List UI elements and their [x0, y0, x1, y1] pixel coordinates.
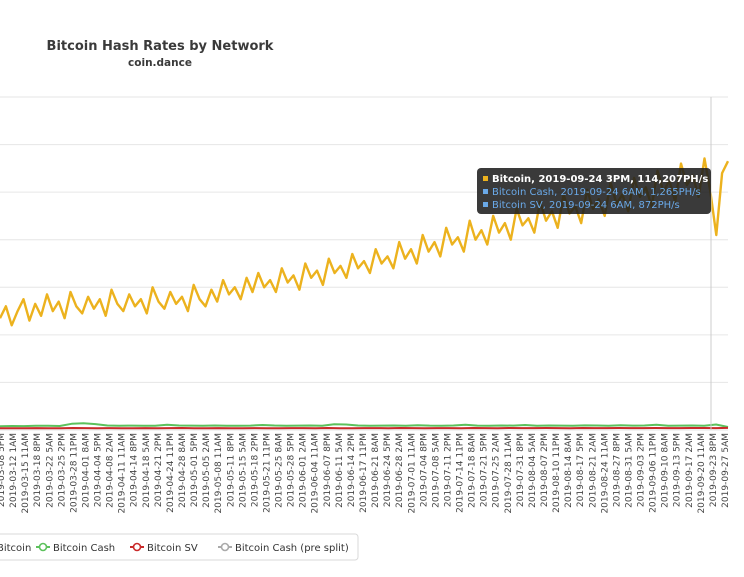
- x-tick-label: 2019-08-24 11AM: [600, 433, 610, 514]
- x-tick-label: 2019-05-08 11AM: [214, 433, 224, 514]
- x-tick-label: 2019-05-21 11PM: [263, 433, 273, 513]
- x-tick-label: 2019-09-20 11AM: [697, 433, 707, 514]
- x-tick-label: 2019-06-28 2AM: [395, 433, 405, 508]
- x-tick-label: 2019-07-28 11AM: [504, 433, 514, 514]
- chart-subtitle: coin.dance: [128, 57, 192, 69]
- x-tick-label: 2019-03-22 5AM: [45, 433, 55, 508]
- x-tick-label: 2019-09-10 8AM: [661, 433, 671, 508]
- legend-item[interactable]: Bitcoin: [0, 543, 31, 554]
- x-tick-label: 2019-03-08 5PM: [0, 433, 7, 507]
- x-tick-label: 2019-07-31 8PM: [516, 433, 526, 507]
- series-line-bitcoin-cash: [0, 422, 729, 428]
- legend-label: Bitcoin Cash (pre split): [235, 543, 349, 554]
- x-tick-label: 2019-06-01 2AM: [299, 433, 309, 508]
- legend-label: Bitcoin SV: [147, 543, 198, 554]
- x-tick-label: 2019-06-11 5AM: [335, 433, 345, 508]
- legend-label: Bitcoin Cash: [53, 543, 115, 554]
- x-tick-label: 2019-04-14 8PM: [130, 433, 140, 507]
- x-tick-label: 2019-07-04 8PM: [419, 433, 429, 507]
- x-tick-label: 2019-06-17 11PM: [359, 433, 369, 513]
- x-tick-label: 2019-05-05 2AM: [202, 433, 212, 508]
- tooltip: Bitcoin, 2019-09-24 3PM, 114,207PH/s Bitc…: [477, 168, 711, 214]
- x-tick-label: 2019-06-04 11AM: [311, 433, 321, 514]
- x-tick-label: 2019-06-24 5PM: [383, 433, 393, 507]
- x-tick-label: 2019-07-08 5AM: [431, 433, 441, 508]
- x-tick-label: 2019-08-07 2PM: [540, 433, 550, 507]
- x-tick-label: 2019-06-21 8AM: [371, 433, 381, 508]
- tooltip-line: Bitcoin Cash, 2019-09-24 6AM, 1,265PH/s: [492, 187, 701, 198]
- x-tick-label: 2019-05-01 5PM: [190, 433, 200, 507]
- legend-marker-icon: [38, 542, 48, 552]
- x-tick-label: 2019-08-21 2AM: [588, 433, 598, 508]
- legend-marker-icon: [132, 542, 142, 552]
- x-tick-label: 2019-03-25 2PM: [57, 433, 67, 507]
- grid-lines: [0, 96, 728, 431]
- x-tick-label: 2019-04-04 5PM: [94, 433, 104, 507]
- legend-item[interactable]: Bitcoin Cash (pre split): [218, 542, 349, 554]
- x-tick-label: 2019-05-11 8PM: [226, 433, 236, 507]
- legend-label: Bitcoin: [0, 543, 31, 554]
- x-tick-label: 2019-04-21 2PM: [154, 433, 164, 507]
- x-tick-label: 2019-04-01 8AM: [82, 433, 92, 508]
- x-tick-label: 2019-06-14 2PM: [347, 433, 357, 507]
- x-tick-label: 2019-04-18 5AM: [142, 433, 152, 508]
- x-tick-label: 2019-09-06 11PM: [649, 433, 659, 513]
- x-tick-label: 2019-09-13 5PM: [673, 433, 683, 507]
- x-tick-label: 2019-08-14 8AM: [564, 433, 574, 508]
- tooltip-line: Bitcoin SV, 2019-09-24 6AM, 872PH/s: [492, 200, 680, 211]
- x-axis-tick-labels: 2019-03-08 5PM 2019-03-12 1AM 2019-03-15 1…: [0, 433, 731, 514]
- x-tick-label: 2019-04-11 11AM: [118, 433, 128, 514]
- x-tick-label: 2019-05-15 5AM: [238, 433, 248, 508]
- tooltip-line: Bitcoin, 2019-09-24 3PM, 114,207PH/s: [492, 174, 708, 185]
- x-tick-label: 2019-03-15 11AM: [21, 433, 31, 514]
- x-tick-label: 2019-03-12 1AM: [9, 433, 19, 508]
- x-tick-label: 2019-07-01 11AM: [407, 433, 417, 514]
- tooltip-box: [477, 168, 711, 214]
- tooltip-marker: [483, 176, 488, 181]
- x-tick-label: 2019-09-03 2PM: [637, 433, 647, 507]
- x-tick-label: 2019-07-14 11PM: [456, 433, 466, 513]
- legend-box: [0, 533, 359, 561]
- chart-title: Bitcoin Hash Rates by Network: [47, 39, 274, 54]
- x-tick-label: 2019-09-17 2AM: [685, 433, 695, 508]
- legend-item[interactable]: Bitcoin Cash: [36, 542, 115, 554]
- x-tick-label: 2019-05-28 5PM: [287, 433, 297, 507]
- x-tick-label: 2019-09-27 5AM: [721, 433, 731, 508]
- x-tick-label: 2019-03-18 8PM: [33, 433, 43, 507]
- x-tick-label: 2019-09-23 8PM: [709, 433, 719, 507]
- legend-marker-icon: [220, 542, 230, 552]
- x-tick-label: 2019-08-10 11PM: [552, 433, 562, 513]
- x-tick-label: 2019-07-18 8AM: [468, 433, 478, 508]
- x-tick-label: 2019-06-07 8PM: [323, 433, 333, 507]
- x-tick-label: 2019-08-31 5AM: [625, 433, 635, 508]
- x-tick-label: 2019-08-04 5AM: [528, 433, 538, 508]
- x-tick-label: 2019-07-11 2PM: [444, 433, 454, 507]
- x-tick-label: 2019-05-25 8AM: [275, 433, 285, 508]
- x-tick-label: 2019-07-21 5PM: [480, 433, 490, 507]
- x-tick-label: 2019-03-28 11PM: [69, 433, 79, 513]
- x-tick-label: 2019-05-18 2PM: [250, 433, 260, 507]
- x-tick-label: 2019-04-24 11PM: [166, 433, 176, 513]
- x-tick-label: 2019-08-27 8PM: [612, 433, 622, 507]
- x-tick-label: 2019-08-17 5PM: [576, 433, 586, 507]
- tooltip-lines: Bitcoin, 2019-09-24 3PM, 114,207PH/s Bitc…: [483, 174, 708, 211]
- legend: Bitcoin Bitcoin Cash Bitcoin SV Bitcoin Cas…: [0, 533, 359, 561]
- x-tick-label: 2019-04-28 8AM: [178, 433, 188, 508]
- x-tick-label: 2019-04-08 2AM: [106, 433, 116, 508]
- x-tick-label: 2019-07-25 2AM: [492, 433, 502, 508]
- legend-item[interactable]: Bitcoin SV: [130, 542, 198, 554]
- tooltip-marker: [483, 189, 488, 194]
- tooltip-marker: [483, 202, 488, 207]
